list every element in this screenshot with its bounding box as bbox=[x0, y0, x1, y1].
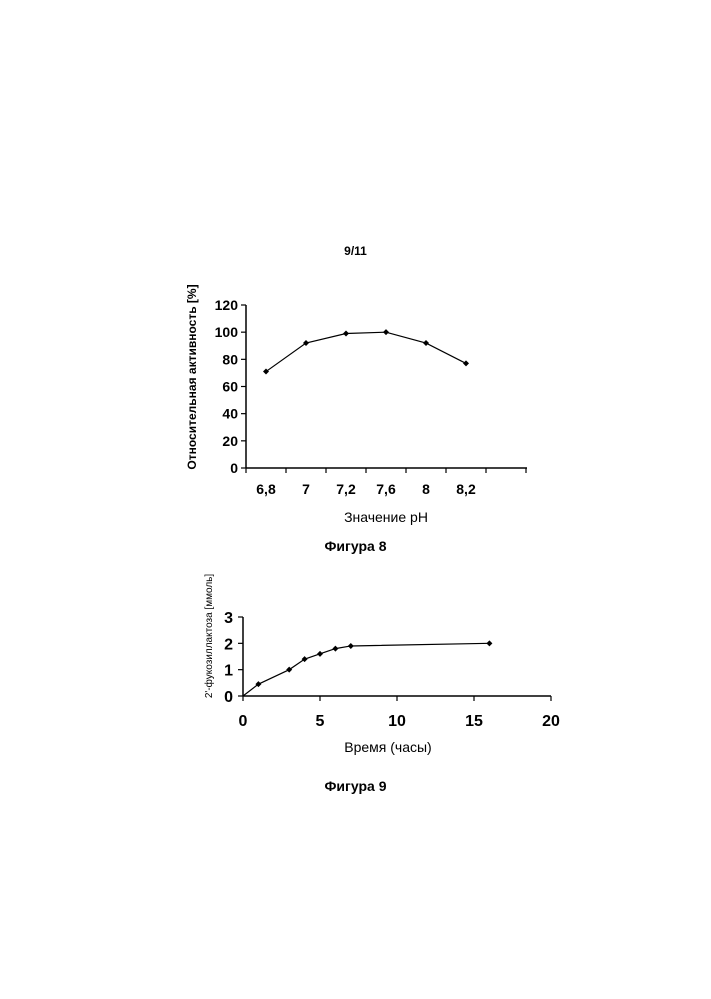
y-axis-label: 2'-фукозиллактоза [ммоль] bbox=[203, 574, 215, 698]
x-tick-label: 15 bbox=[465, 713, 483, 730]
data-point bbox=[348, 643, 354, 649]
y-tick-label: 3 bbox=[224, 610, 233, 627]
data-point bbox=[332, 646, 338, 652]
x-axis-label: Время (часы) bbox=[344, 739, 431, 755]
x-tick-label: 0 bbox=[239, 713, 248, 730]
data-point bbox=[317, 651, 323, 657]
y-tick-label: 1 bbox=[224, 663, 233, 680]
series-line bbox=[243, 643, 489, 696]
y-tick-label: 0 bbox=[224, 689, 233, 706]
x-tick-label: 10 bbox=[388, 713, 406, 730]
y-tick-label: 2 bbox=[224, 636, 233, 653]
x-tick-label: 20 bbox=[542, 713, 560, 730]
x-tick-label: 5 bbox=[316, 713, 325, 730]
data-point bbox=[486, 640, 492, 646]
figure-9-caption: Фигура 9 bbox=[0, 778, 711, 794]
